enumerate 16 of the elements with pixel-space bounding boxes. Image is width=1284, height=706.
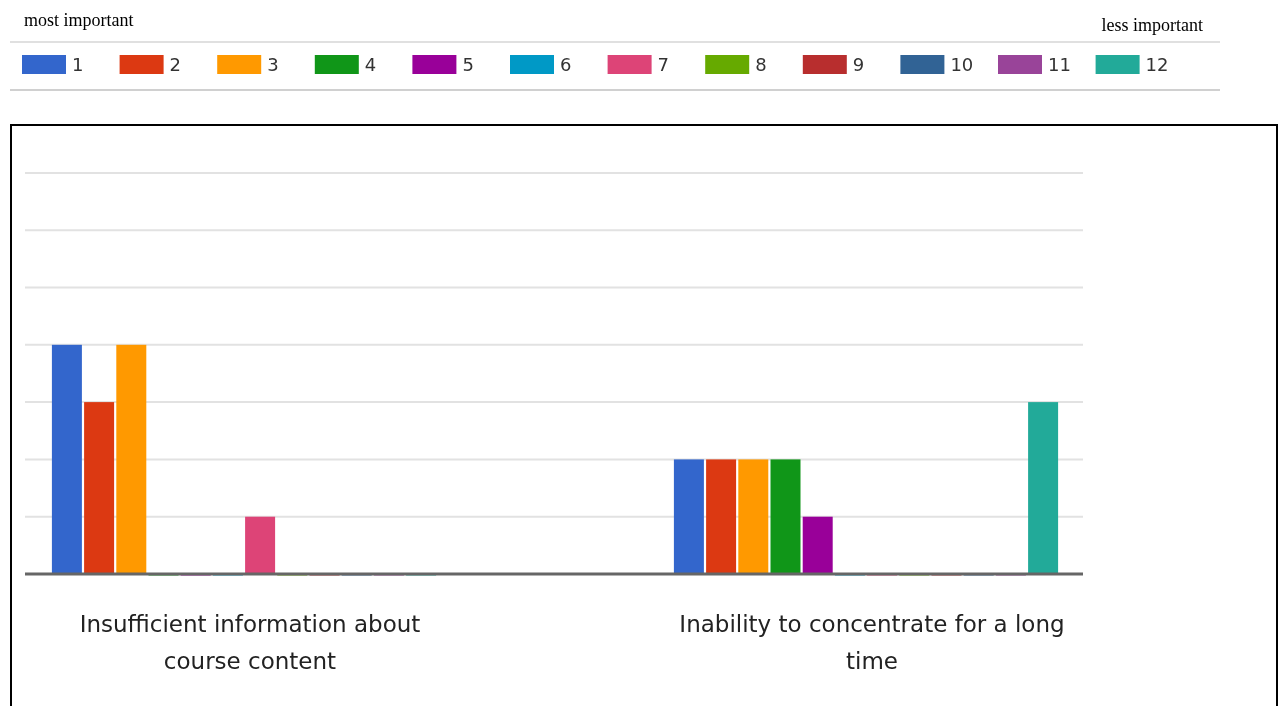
legend-label: 3	[267, 54, 279, 75]
legend-label: 6	[560, 54, 572, 75]
text: most important	[24, 10, 134, 30]
text: less important	[1101, 15, 1203, 35]
legend-label: 4	[364, 54, 377, 75]
legend-label: 2	[169, 54, 182, 75]
legend-label: 9	[852, 54, 865, 75]
legend-label: 12	[1145, 54, 1169, 75]
legend-label: 7	[657, 54, 670, 75]
x-tick-label: Insufficient information about course content	[79, 611, 421, 674]
legend-label: 10	[950, 54, 974, 75]
legend-label: 8	[755, 54, 767, 75]
legend-label: 11	[1048, 54, 1071, 75]
legend-label: 5	[462, 54, 474, 75]
legend-label: 1	[72, 54, 84, 75]
x-tick-label: Inability to concentrate for a long time	[679, 611, 1065, 674]
